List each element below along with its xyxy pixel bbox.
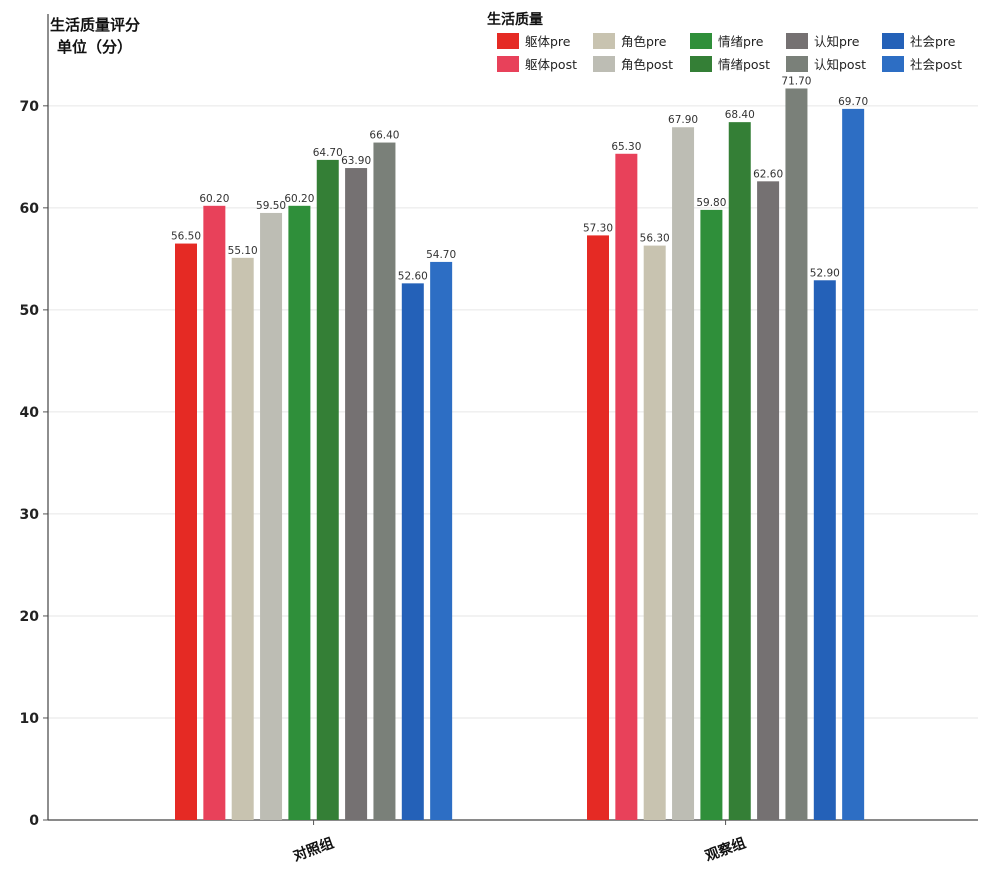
x-tick-label: 对照组 — [291, 834, 336, 864]
bar — [345, 168, 368, 820]
legend-swatch — [786, 33, 808, 49]
legend-swatch — [690, 33, 712, 49]
data-label: 55.10 — [228, 245, 258, 257]
x-tick-label: 观察组 — [703, 834, 748, 864]
data-label: 60.20 — [284, 193, 314, 205]
data-label: 59.80 — [696, 197, 726, 209]
bars-layer — [175, 88, 865, 821]
bar — [757, 181, 780, 820]
bar — [587, 235, 609, 820]
y-tick-label: 30 — [20, 507, 40, 523]
bar — [813, 280, 836, 820]
legend-entry: 躯体post — [525, 57, 577, 72]
y-tick-label: 50 — [20, 303, 40, 319]
legend-entry: 情绪pre — [718, 34, 764, 49]
grid-layer — [48, 105, 978, 719]
bar — [260, 212, 283, 821]
bar — [842, 108, 865, 820]
data-label: 57.30 — [583, 222, 613, 234]
legend-swatch — [497, 33, 519, 49]
data-label: 52.60 — [398, 270, 428, 282]
bar — [785, 88, 808, 821]
bar — [615, 153, 638, 821]
bar — [288, 205, 311, 820]
data-label: 52.90 — [810, 267, 840, 279]
legend-entry: 认知post — [814, 57, 866, 72]
y-tick-label: 0 — [29, 813, 39, 829]
bar — [373, 142, 396, 821]
legend-swatch — [882, 33, 904, 49]
bar — [700, 209, 723, 820]
bar — [231, 257, 254, 820]
bar — [643, 245, 666, 820]
y-tick-label: 70 — [20, 99, 40, 115]
y-tick-label: 40 — [20, 405, 40, 421]
legend-swatch — [786, 56, 808, 72]
data-label: 68.40 — [725, 109, 755, 121]
data-label: 69.70 — [838, 96, 868, 108]
legend-swatch — [497, 56, 519, 72]
data-label: 56.30 — [640, 233, 670, 245]
data-label: 60.20 — [199, 193, 229, 205]
data-label: 56.50 — [171, 231, 201, 243]
legend-entry: 社会post — [910, 57, 962, 72]
data-labels-layer: 56.5060.2055.1059.5060.2064.7063.9066.40… — [171, 75, 868, 282]
y-tick-label: 20 — [20, 609, 40, 625]
data-label: 64.70 — [313, 147, 343, 159]
bar — [430, 261, 453, 820]
legend-swatch — [593, 56, 615, 72]
legend: 躯体pre 躯体post 角色pre 角色post 情绪pre 情绪post 认知pre 认知… — [497, 33, 962, 72]
data-label: 62.60 — [753, 168, 783, 180]
legend-entry: 认知pre — [814, 34, 860, 49]
y-tick-label: 10 — [20, 711, 40, 727]
y-axis-label-line-2: 单位（分） — [57, 38, 132, 56]
y-axis-label-line-1: 生活质量评分 — [50, 16, 140, 34]
bar — [401, 283, 424, 821]
data-label: 71.70 — [781, 75, 811, 87]
legend-entry: 躯体pre — [525, 34, 571, 49]
y-tick-label: 60 — [20, 201, 40, 217]
data-label: 54.70 — [426, 249, 456, 261]
legend-title: 生活质量 — [487, 11, 543, 28]
data-label: 66.40 — [369, 130, 399, 142]
legend-entry: 社会pre — [910, 34, 956, 49]
legend-swatch — [690, 56, 712, 72]
legend-entry: 角色pre — [621, 34, 667, 49]
legend-swatch — [593, 33, 615, 49]
legend-entry: 角色post — [621, 57, 673, 72]
bar — [728, 122, 751, 820]
bar — [203, 205, 226, 820]
data-label: 59.50 — [256, 200, 286, 212]
legend-swatch — [882, 56, 904, 72]
bar — [175, 243, 197, 821]
bar — [316, 159, 339, 820]
data-label: 63.90 — [341, 155, 371, 167]
data-label: 65.30 — [611, 141, 641, 153]
bar — [672, 127, 695, 820]
data-label: 67.90 — [668, 114, 698, 126]
legend-entry: 情绪post — [718, 57, 770, 72]
